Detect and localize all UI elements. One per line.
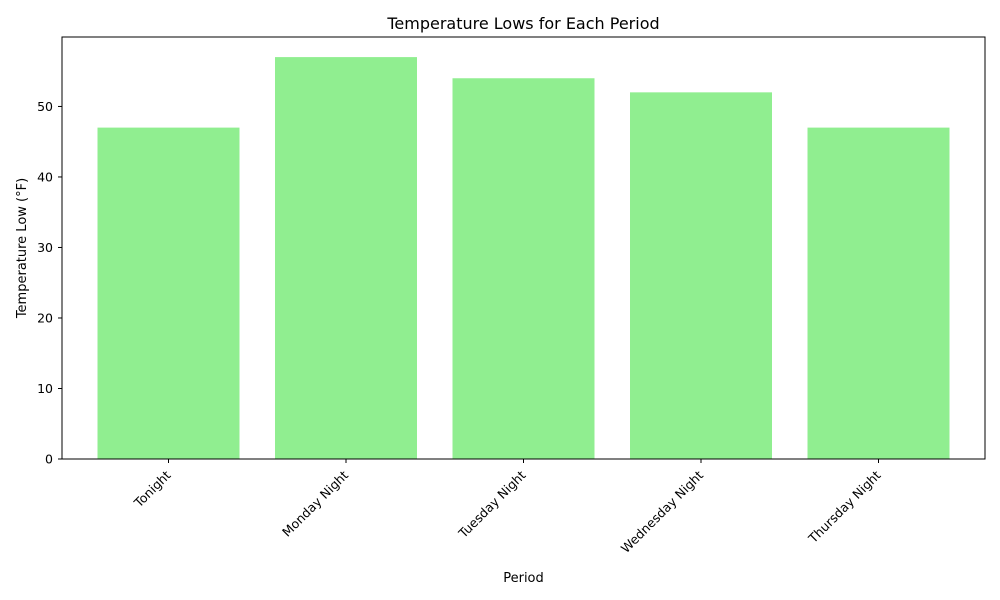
bars-group [97,57,950,460]
y-axis-label: Temperature Low (°F) [15,178,30,319]
y-tick-label: 30 [37,240,53,255]
y-tick-label: 20 [37,310,53,325]
y-tick-label: 50 [37,99,53,114]
bar-monday-night [275,57,417,459]
plot-frame [61,36,986,460]
bar-wednesday-night [630,92,772,460]
y-tick-label: 10 [37,381,53,396]
y-axis-ticks: 0 10 20 30 40 50 [37,99,62,467]
bar-thursday-night [807,127,950,459]
y-tick-label: 0 [45,452,53,467]
chart-title: Temperature Lows for Each Period [386,14,659,33]
bar-tonight [97,127,240,459]
bar-tuesday-night [452,78,595,460]
x-axis-label: Period [503,571,544,586]
y-tick-label: 40 [37,169,53,184]
